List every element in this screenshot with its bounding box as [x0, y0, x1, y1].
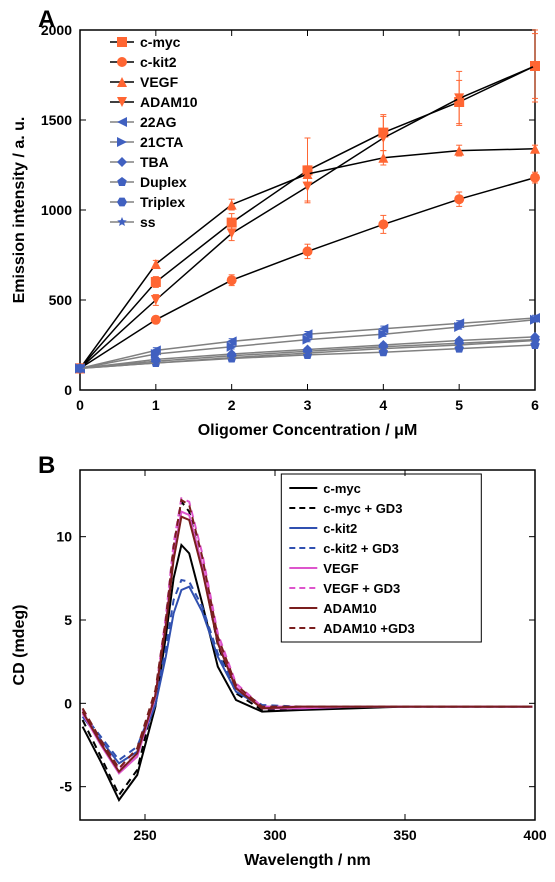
- panel-b-chart: 250 300 350 400 -5 0 5 10 Wavelength / nm CD (mde…: [0, 460, 555, 880]
- panel-a-chart: 0 1 2 3 4 5 6 0 500 1000 1500 2000 Oligomer Concentr…: [0, 10, 555, 450]
- svg-text:Duplex: Duplex: [140, 174, 187, 190]
- svg-text:Wavelength / nm: Wavelength / nm: [244, 852, 371, 869]
- svg-text:400: 400: [523, 827, 547, 843]
- svg-text:Emission intensity / a. u.: Emission intensity / a. u.: [11, 117, 28, 304]
- svg-text:3: 3: [304, 397, 312, 413]
- svg-text:21CTA: 21CTA: [140, 134, 183, 150]
- svg-text:0: 0: [76, 397, 84, 413]
- svg-text:c-kit2 + GD3: c-kit2 + GD3: [323, 541, 399, 556]
- svg-text:VEGF: VEGF: [140, 74, 179, 90]
- svg-text:500: 500: [49, 292, 73, 308]
- svg-text:2000: 2000: [41, 22, 72, 38]
- svg-text:300: 300: [263, 827, 287, 843]
- svg-text:350: 350: [393, 827, 417, 843]
- svg-text:0: 0: [64, 382, 72, 398]
- svg-text:1000: 1000: [41, 202, 72, 218]
- svg-text:ADAM10: ADAM10: [140, 94, 198, 110]
- svg-text:Triplex: Triplex: [140, 194, 185, 210]
- svg-text:TBA: TBA: [140, 154, 169, 170]
- svg-text:c-myc + GD3: c-myc + GD3: [323, 501, 402, 516]
- svg-text:ADAM10 +GD3: ADAM10 +GD3: [323, 621, 414, 636]
- svg-text:c-kit2: c-kit2: [323, 521, 357, 536]
- svg-text:ADAM10: ADAM10: [323, 601, 376, 616]
- svg-text:ss: ss: [140, 214, 156, 230]
- svg-text:0: 0: [64, 695, 72, 711]
- svg-text:6: 6: [531, 397, 539, 413]
- svg-text:-5: -5: [60, 779, 73, 795]
- svg-text:5: 5: [64, 612, 72, 628]
- svg-text:2: 2: [228, 397, 236, 413]
- svg-text:10: 10: [56, 529, 72, 545]
- svg-text:250: 250: [133, 827, 157, 843]
- svg-text:5: 5: [455, 397, 463, 413]
- svg-text:1: 1: [152, 397, 160, 413]
- svg-text:Oligomer Concentration / μM: Oligomer Concentration / μM: [198, 422, 418, 439]
- svg-text:c-myc: c-myc: [323, 481, 361, 496]
- svg-text:1500: 1500: [41, 112, 72, 128]
- svg-text:c-myc: c-myc: [140, 34, 181, 50]
- svg-text:22AG: 22AG: [140, 114, 177, 130]
- svg-text:4: 4: [379, 397, 387, 413]
- svg-text:CD (mdeg): CD (mdeg): [11, 605, 28, 686]
- svg-text:c-kit2: c-kit2: [140, 54, 177, 70]
- svg-text:VEGF: VEGF: [323, 561, 358, 576]
- svg-text:VEGF + GD3: VEGF + GD3: [323, 581, 400, 596]
